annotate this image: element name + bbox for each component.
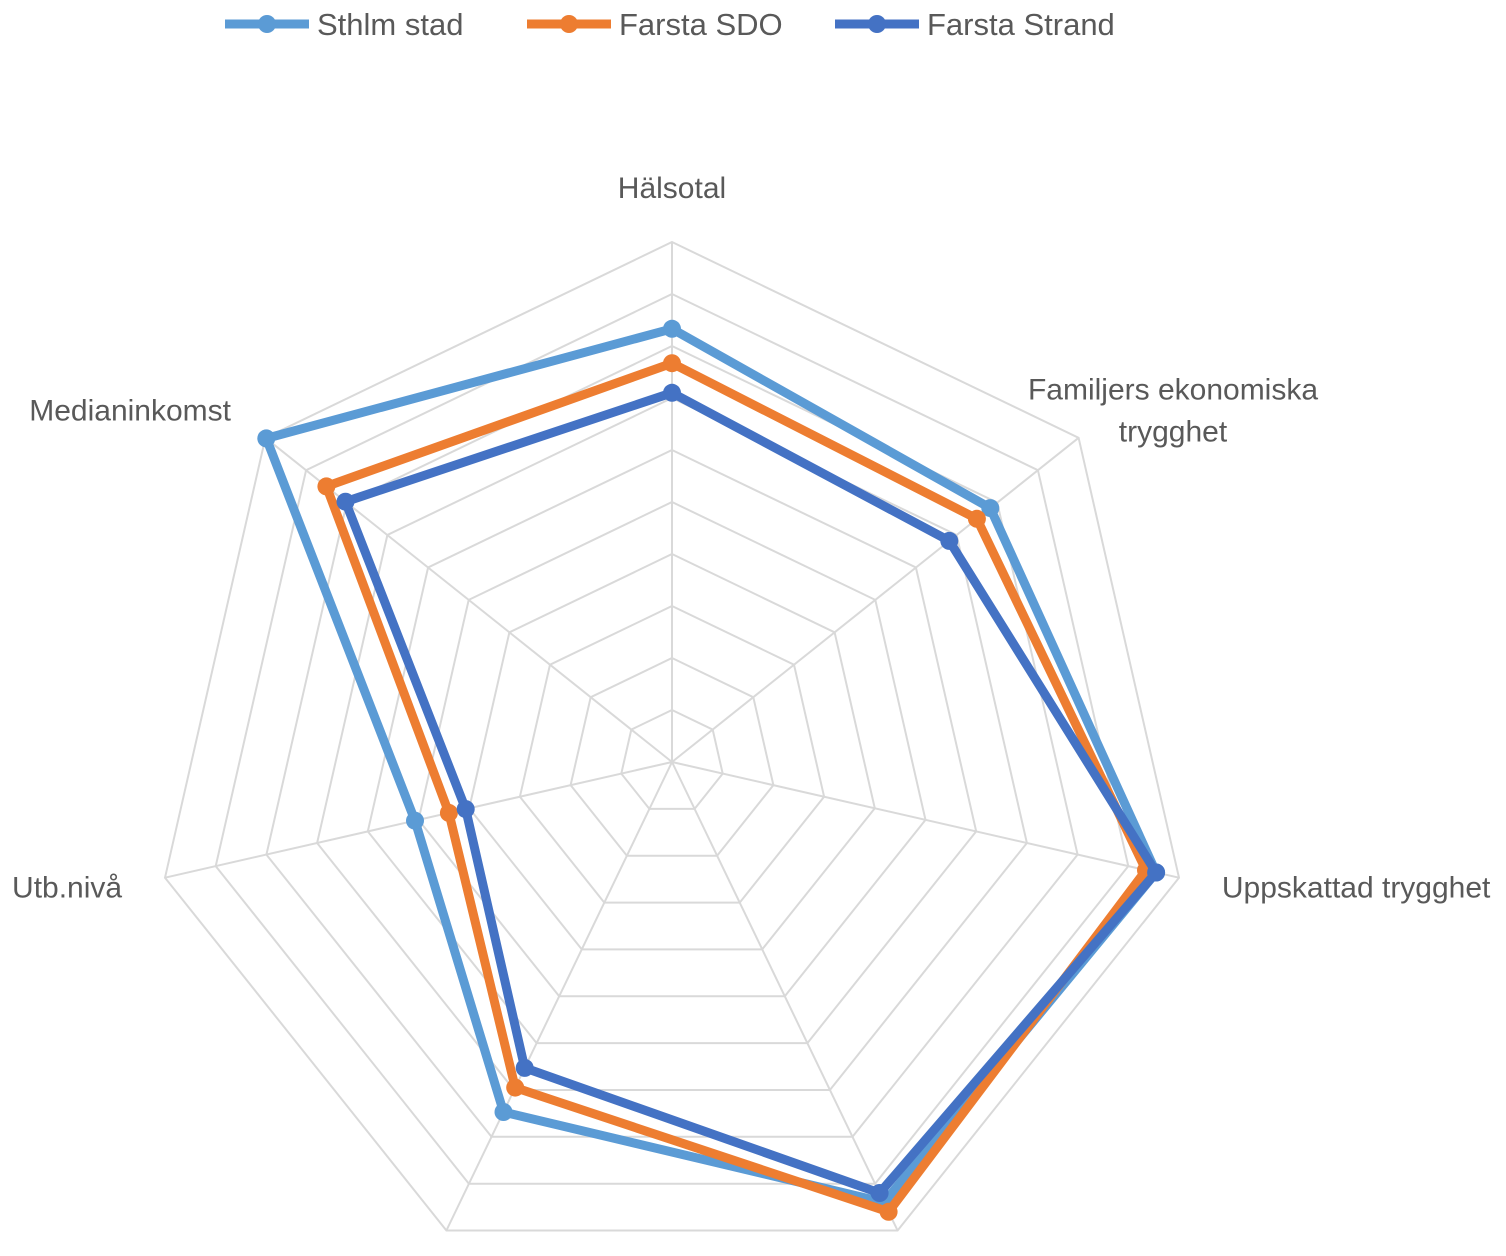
- data-point: [506, 1078, 525, 1097]
- axis-labels: Hälsotal Familjers ekonomiska trygghet Upps…: [12, 172, 1491, 905]
- spoke-3: [671, 761, 899, 1231]
- data-point: [663, 354, 681, 373]
- axis-label-line: Hälsotal: [618, 172, 726, 205]
- axis-label: Utb.nivå: [12, 872, 122, 905]
- data-point: [967, 509, 986, 528]
- axis-label-line: Medianinkomst: [29, 394, 231, 427]
- grid-ring-4: [468, 552, 876, 951]
- data-point: [336, 492, 355, 511]
- legend-label: Farsta Strand: [927, 7, 1115, 42]
- axis-label: Medianinkomst: [29, 394, 231, 427]
- axis-label: Uppskattad trygghet: [1222, 872, 1491, 905]
- axis-label-line: Familjers ekonomiska: [1028, 373, 1318, 406]
- series-line: [261, 324, 1161, 1207]
- grid-ring-6: [366, 448, 978, 1045]
- series-0: [257, 319, 1166, 1212]
- axis-label-line: Uppskattad trygghet: [1222, 872, 1491, 905]
- series-1: [317, 354, 1155, 1221]
- axis-label-line: trygghet: [1119, 415, 1228, 448]
- data-point: [317, 477, 336, 496]
- spoke-1: [671, 437, 1080, 763]
- legend-item: Sthlm stad: [225, 7, 463, 42]
- grid-ring-5: [417, 500, 927, 998]
- legend-item: Farsta SDO: [527, 7, 783, 42]
- data-point: [940, 531, 959, 550]
- data-point: [494, 1103, 513, 1121]
- legend-label: Sthlm stad: [317, 7, 463, 42]
- axis-label-line: Utb.nivå: [12, 872, 122, 905]
- series-2: [336, 383, 1166, 1202]
- grid-ring-10: [163, 240, 1181, 1232]
- series-line: [321, 358, 1151, 1217]
- data-point: [1147, 863, 1166, 882]
- legend: Sthlm stad Farsta SDO Farsta Strand: [225, 7, 1115, 42]
- data-point: [439, 803, 458, 822]
- series-line: [341, 388, 1161, 1198]
- data-point: [981, 499, 1000, 518]
- grid-ring-3: [518, 604, 826, 904]
- data-point: [879, 1202, 898, 1221]
- data-point: [515, 1058, 534, 1077]
- legend-item: Farsta Strand: [835, 7, 1115, 42]
- legend-marker: [560, 15, 578, 33]
- grid-ring-9: [214, 292, 1130, 1185]
- legend-marker: [868, 15, 886, 33]
- axis-label: Hälsotal: [618, 172, 726, 205]
- data-point: [257, 429, 276, 448]
- spoke-2: [671, 761, 1180, 879]
- data-point: [663, 319, 681, 338]
- grid-ring-2: [569, 656, 775, 857]
- data-point: [406, 811, 424, 830]
- radar-series: [257, 319, 1166, 1221]
- data-point: [663, 383, 681, 402]
- radar-grid: [163, 240, 1181, 1232]
- axis-label: Familjers ekonomiska trygghet: [1028, 373, 1318, 448]
- legend-marker: [258, 15, 276, 33]
- data-point: [870, 1184, 889, 1202]
- grid-ring-1: [620, 708, 724, 810]
- spoke-4: [445, 761, 673, 1231]
- data-point: [456, 800, 475, 819]
- radar-spokes: [164, 242, 1180, 1231]
- legend-label: Farsta SDO: [619, 7, 783, 42]
